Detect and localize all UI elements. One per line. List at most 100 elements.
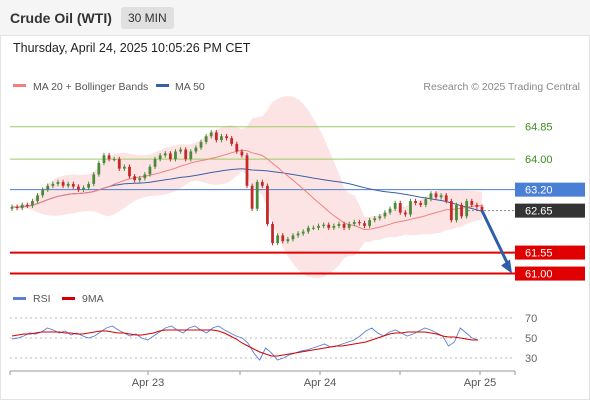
candle-body: [179, 149, 182, 152]
level-tag-text-63.20: 63.20: [525, 185, 553, 197]
x-tick-label: Apr 25: [464, 377, 496, 389]
candle-body: [128, 166, 131, 177]
rsi-legend-swatch: [13, 297, 26, 300]
candle-body: [31, 201, 34, 206]
candle-body: [312, 227, 315, 229]
candle-body: [398, 202, 402, 213]
level-tag-62.65: [515, 203, 585, 218]
ma20-legend-label: MA 20 + Bollinger Bands: [33, 81, 148, 93]
candle-body: [138, 178, 142, 181]
candle-body: [199, 141, 203, 148]
rsi-tick-label-50: 50: [525, 333, 537, 345]
candle-body: [225, 136, 228, 139]
candle-body: [378, 216, 382, 219]
candle-body: [266, 185, 269, 224]
candle-body: [363, 223, 366, 226]
candle-body: [51, 183, 55, 186]
candle-body: [393, 202, 397, 209]
candle-body: [97, 162, 101, 175]
level-tag-text-61.00: 61.00: [525, 269, 553, 281]
candle-body: [475, 204, 479, 207]
candle-body: [61, 182, 65, 186]
candle-body: [174, 151, 177, 160]
candle-body: [368, 220, 371, 226]
candle-body: [245, 155, 249, 186]
candle-body: [444, 195, 448, 202]
ma50-legend-label: MA 50: [175, 81, 205, 93]
candle-body: [306, 227, 310, 232]
candle-body: [317, 225, 320, 228]
candle-body: [388, 208, 392, 213]
candle-body: [260, 182, 264, 186]
candle-body: [240, 151, 244, 156]
rsi-line: [11, 325, 479, 361]
level-tag-text-61.55: 61.55: [525, 248, 553, 260]
candle-body: [10, 206, 14, 209]
candle-body: [87, 183, 91, 188]
candle-body: [276, 235, 280, 244]
candle-body: [194, 147, 198, 152]
candle-body: [123, 166, 126, 169]
ma50-legend-swatch: [156, 84, 169, 87]
rsi-legend-label: RSI: [33, 293, 51, 305]
candle-body: [250, 185, 254, 209]
candle-body: [204, 136, 208, 142]
candle-body: [373, 218, 377, 221]
candle-body: [148, 166, 152, 175]
level-label-64.85: 64.85: [525, 122, 553, 134]
candle-body: [41, 189, 45, 196]
candle-body: [383, 212, 387, 217]
rsi-plot: 70 50 30: [10, 313, 537, 365]
candle-body: [46, 185, 50, 190]
candle-body: [301, 231, 305, 234]
ma20-line: [11, 149, 483, 231]
candle-body: [358, 222, 361, 224]
candle-body: [209, 132, 213, 137]
timestamp: Thursday, April 24, 2025 10:05:26 PM CET: [13, 41, 251, 55]
candle-body: [117, 159, 121, 169]
candle-body: [455, 204, 458, 221]
candle-body: [403, 212, 407, 215]
candle-body: [66, 183, 70, 186]
x-tick-label: Apr 24: [304, 377, 336, 389]
level-tag-61.55: [515, 245, 585, 260]
candle-body: [214, 132, 218, 141]
candle-body: [255, 182, 259, 209]
interval-badge[interactable]: 30 MIN: [121, 7, 174, 29]
candle-body: [153, 159, 157, 167]
copyright-text: Research © 2025 Trading Central: [423, 81, 580, 93]
candle-body: [286, 239, 290, 242]
candle-body: [327, 224, 331, 228]
rsi-tick-label-30: 30: [525, 353, 537, 365]
candle-body: [347, 223, 351, 228]
rsi-ma9-line: [11, 329, 478, 357]
level-tag-63.20: [515, 182, 585, 197]
candle-body: [102, 155, 106, 163]
candle-body: [36, 195, 39, 202]
candle-body: [82, 187, 85, 190]
candle-body: [434, 193, 438, 198]
candle-body: [158, 155, 162, 160]
candle-body: [25, 204, 29, 206]
level-tag-61.00: [515, 266, 585, 281]
candle-body: [322, 224, 326, 226]
candle-body: [15, 206, 19, 208]
candle-body: [112, 159, 116, 161]
candle-body: [220, 136, 223, 141]
candle-body: [189, 151, 193, 160]
candle-body: [337, 223, 341, 226]
candle-body: [342, 223, 346, 228]
bollinger-band-area: [12, 95, 482, 279]
candle-body: [480, 206, 484, 211]
candle-body: [429, 193, 433, 200]
candle-body: [460, 204, 463, 217]
candle-body: [20, 204, 24, 208]
candle-body: [107, 155, 111, 160]
candle-body: [281, 235, 285, 242]
candle-body: [332, 225, 336, 228]
level-tag-text-62.65: 62.65: [525, 206, 553, 218]
candle-body: [168, 153, 172, 160]
candle-body: [235, 143, 239, 152]
candle-body: [184, 149, 188, 160]
